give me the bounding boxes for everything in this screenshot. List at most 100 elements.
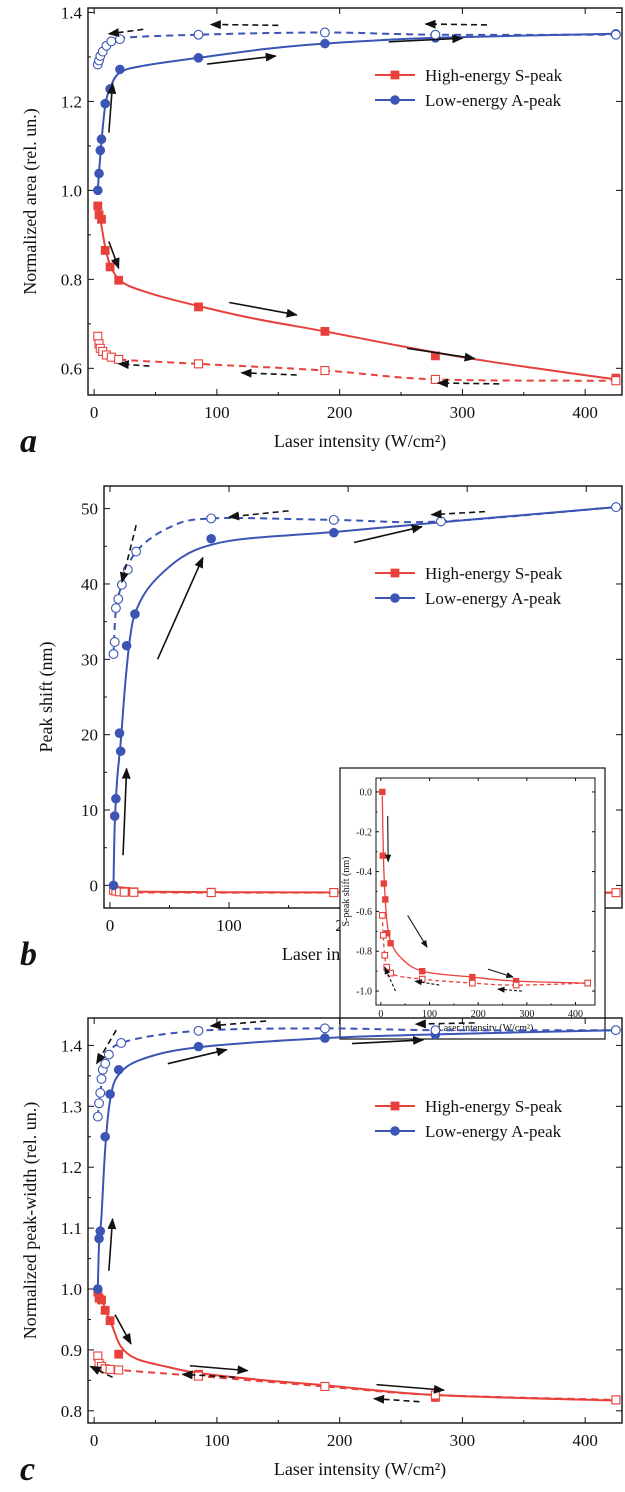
data-point-1 <box>611 1395 621 1405</box>
data-point-1 <box>320 1381 330 1392</box>
legend-entry: High-energy S-peak <box>425 564 563 583</box>
legend-entry: High-energy S-peak <box>425 66 563 85</box>
cooling-arrow <box>209 20 279 30</box>
data-point-3 <box>113 594 124 604</box>
panel-label: b <box>20 936 37 973</box>
data-point-1 <box>379 931 387 939</box>
cooling-arrow <box>107 28 144 37</box>
heating-arrow <box>156 556 204 660</box>
x-axis-label: Laser intensity (W/cm²) <box>274 431 446 452</box>
y-tick-label: 1.3 <box>61 1097 82 1116</box>
data-point-0 <box>97 1295 106 1305</box>
data-point-0 <box>97 214 106 224</box>
inset-x-axis-label: Laser intensity (W/cm²) <box>438 1023 534 1034</box>
data-point-2 <box>193 1041 204 1052</box>
data-point-0 <box>380 880 387 887</box>
legend-swatch-marker <box>390 1126 400 1136</box>
cooling-arrow <box>414 979 440 986</box>
y-tick-label: 20 <box>81 726 98 745</box>
y-tick-label: 0.9 <box>61 1341 82 1360</box>
inset-chart: 0 100 200 300 400 0.0 -0.2 -0.4 -0.6 -0.8 -1.0 Lase… <box>339 767 606 1040</box>
data-point-3 <box>103 1049 114 1060</box>
data-point-3 <box>610 29 621 40</box>
data-point-3 <box>131 546 142 557</box>
data-point-1 <box>93 331 103 341</box>
cooling-arrow <box>436 378 500 388</box>
data-point-2 <box>105 1089 115 1099</box>
series-line-2 <box>112 506 617 886</box>
x-tick-label: 200 <box>327 1431 353 1450</box>
data-point-2 <box>109 811 120 821</box>
data-point-0 <box>194 302 203 312</box>
data-point-3 <box>319 27 330 38</box>
x-tick-label: 400 <box>572 403 598 422</box>
data-point-1 <box>430 1390 440 1400</box>
chart-panel-b: 0 100 200 300 400 0 10 20 30 40 50 High-energy S-pe… <box>20 485 623 1040</box>
x-tick-label: 0 <box>106 916 115 935</box>
data-point-0 <box>382 896 389 903</box>
series-line-3 <box>96 31 616 65</box>
data-point-3 <box>328 514 339 525</box>
data-point-1 <box>105 1364 115 1374</box>
data-point-0 <box>379 852 387 859</box>
axes-frame <box>87 1017 623 1424</box>
data-point-3 <box>430 29 441 40</box>
x-tick-label: 0 <box>90 1431 99 1450</box>
heating-arrow <box>206 52 277 65</box>
cooling-arrow <box>209 1020 267 1030</box>
legend-entry: Low-energy A-peak <box>425 1122 562 1141</box>
x-tick-label: 0 <box>90 403 99 422</box>
data-point-2 <box>100 98 110 109</box>
heating-arrow <box>189 1364 249 1375</box>
x-tick-label: 300 <box>450 1431 476 1450</box>
cooling-arrow <box>430 509 486 519</box>
data-point-3 <box>110 603 121 614</box>
x-tick-label: 100 <box>204 1431 230 1450</box>
data-point-2 <box>193 53 204 63</box>
data-point-1 <box>611 376 621 386</box>
data-point-3 <box>114 34 125 45</box>
data-point-2 <box>95 1226 106 1236</box>
cooling-arrow <box>95 1029 117 1065</box>
data-point-2 <box>96 134 107 145</box>
data-point-1 <box>381 951 389 959</box>
cooling-arrow <box>496 986 523 993</box>
y-tick-label: 30 <box>81 650 98 669</box>
inset-box <box>339 767 606 1040</box>
data-point-2 <box>115 64 125 75</box>
series-line-2 <box>96 32 616 191</box>
y-tick-label: -0.8 <box>356 947 372 958</box>
data-point-2 <box>93 1284 103 1294</box>
y-tick-label: 0.8 <box>61 270 82 289</box>
data-point-3 <box>116 1038 127 1048</box>
heating-arrow <box>167 1047 228 1065</box>
x-tick-label: 300 <box>450 403 476 422</box>
data-point-1 <box>378 912 386 919</box>
data-point-1 <box>129 887 139 897</box>
data-point-1 <box>584 979 592 987</box>
heating-arrow <box>376 1383 446 1394</box>
legend-entry: Low-energy A-peak <box>425 91 562 110</box>
x-tick-label: 200 <box>327 403 353 422</box>
data-point-1 <box>193 359 204 369</box>
series-line-1 <box>96 1355 616 1401</box>
y-tick-label: -0.4 <box>356 867 372 878</box>
y-tick-label: 1.2 <box>61 92 82 111</box>
x-tick-label: 400 <box>572 1431 598 1450</box>
heating-arrow <box>229 301 298 318</box>
panel-label: c <box>20 1451 35 1488</box>
data-point-3 <box>611 502 621 513</box>
data-point-2 <box>113 1064 124 1075</box>
legend-swatch-marker <box>390 70 400 80</box>
data-point-1 <box>383 963 391 971</box>
heating-arrow <box>407 915 428 948</box>
data-point-3 <box>430 1025 441 1036</box>
data-point-3 <box>319 1023 330 1034</box>
y-tick-label: 1.0 <box>61 1280 82 1299</box>
legend-swatch-marker <box>390 95 400 105</box>
series-line-1 <box>96 336 616 382</box>
data-point-1 <box>119 887 129 897</box>
x-tick-label: 100 <box>204 403 230 422</box>
data-point-0 <box>100 1305 110 1315</box>
data-point-2 <box>94 168 104 179</box>
